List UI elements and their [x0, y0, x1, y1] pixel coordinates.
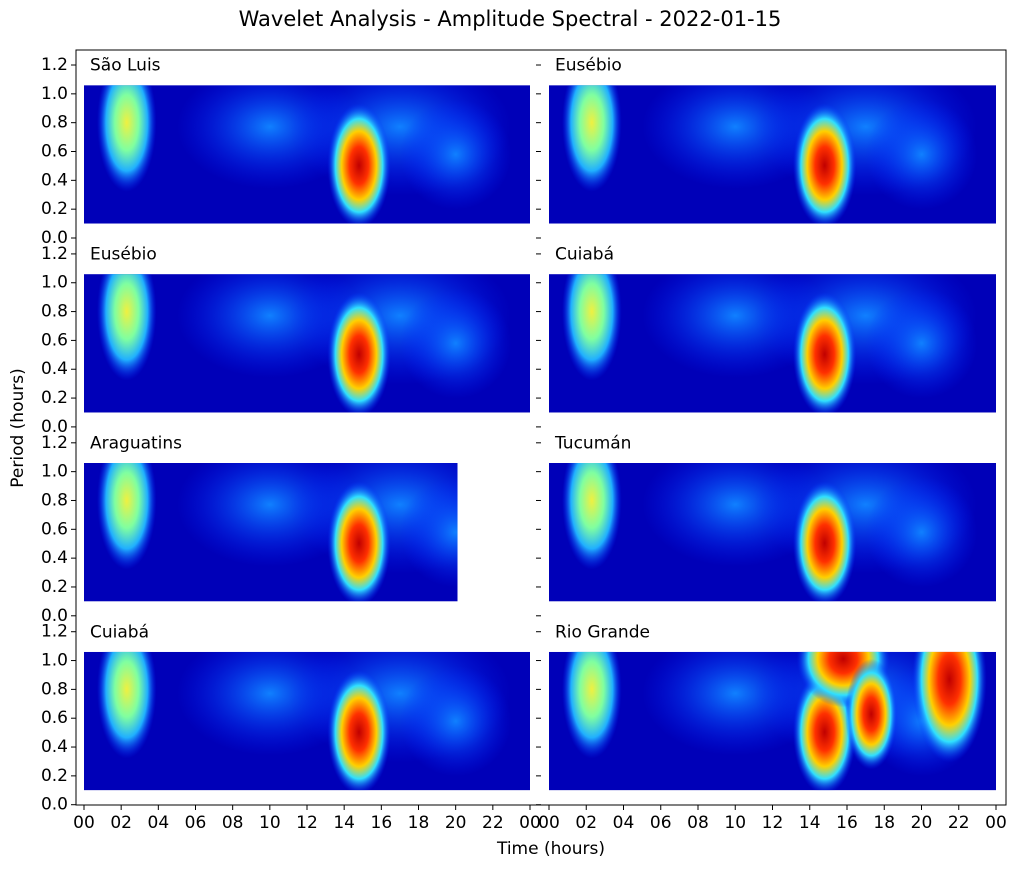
x-tick-label: 12	[296, 813, 318, 833]
x-tick-label: 10	[724, 813, 746, 833]
spectral-blob	[399, 476, 458, 588]
x-tick-label: 04	[148, 813, 170, 833]
panel-title: Rio Grande	[555, 622, 650, 642]
x-tick-label: 18	[408, 813, 430, 833]
y-tick-label: 0.0	[41, 417, 68, 437]
y-tick-label: 0.8	[41, 302, 68, 322]
panel-title: Araguatins	[90, 433, 182, 453]
y-tick-label: 0.8	[41, 113, 68, 133]
x-tick-label: 04	[613, 813, 635, 833]
x-tick-label: 16	[836, 813, 858, 833]
spectral-blob	[865, 476, 978, 588]
spectral-blob	[399, 665, 512, 777]
spectral-blob	[562, 462, 622, 570]
spectral-blob	[912, 651, 987, 763]
x-tick-label: 00	[538, 813, 560, 833]
spectral-blob	[865, 99, 978, 210]
spectral-blob	[399, 99, 512, 210]
spectral-blob	[97, 462, 157, 570]
panel-title: Eusébio	[90, 245, 157, 265]
y-tick-label: 0.2	[41, 199, 68, 219]
spectral-blob	[792, 292, 857, 413]
x-tick-label: 20	[911, 813, 933, 833]
x-tick-label: 00	[73, 813, 95, 833]
heatmap	[84, 85, 530, 224]
y-tick-label: 0.0	[41, 795, 68, 815]
spectral-blob	[865, 287, 978, 399]
y-tick-label: 1.0	[41, 462, 68, 482]
x-tick-label: 02	[575, 813, 597, 833]
heatmap	[549, 462, 996, 602]
y-tick-label: 0.6	[41, 519, 68, 539]
y-tick-label: 0.4	[41, 737, 68, 757]
x-tick-label: 22	[482, 813, 504, 833]
spectral-blob	[562, 85, 622, 192]
x-tick-label: 02	[110, 813, 132, 833]
heatmap	[84, 462, 458, 602]
spectral-blob	[327, 669, 391, 791]
y-tick-label: 0.0	[41, 228, 68, 248]
y-tick-label: 1.2	[41, 244, 68, 264]
heatmap	[549, 651, 996, 791]
spectral-blob	[845, 658, 898, 770]
y-tick-label: 1.0	[41, 651, 68, 671]
panel-title: Tucumán	[554, 433, 631, 453]
spectral-blob	[792, 103, 857, 224]
y-tick-label: 1.0	[41, 273, 68, 293]
x-tick-label: 14	[333, 813, 355, 833]
heatmap	[84, 274, 530, 413]
y-tick-label: 0.4	[41, 548, 68, 568]
y-tick-label: 0.6	[41, 330, 68, 350]
spectral-blob	[97, 274, 157, 381]
spectral-blob	[562, 651, 622, 759]
x-tick-label: 14	[799, 813, 821, 833]
x-tick-label: 12	[762, 813, 784, 833]
spectral-blob	[327, 481, 391, 602]
y-tick-label: 0.8	[41, 490, 68, 510]
panel-title: Cuiabá	[555, 245, 614, 265]
spectral-blob	[97, 85, 157, 192]
panel-title: São Luis	[90, 56, 161, 76]
y-tick-label: 1.2	[41, 55, 68, 75]
y-tick-label: 0.8	[41, 679, 68, 699]
x-tick-label: 06	[185, 813, 207, 833]
x-axis-label: Time (hours)	[496, 839, 605, 859]
heatmap	[549, 274, 996, 413]
spectral-blob	[792, 481, 857, 602]
y-tick-label: 0.6	[41, 142, 68, 162]
heatmap	[549, 85, 996, 224]
spectral-blob	[399, 287, 512, 399]
x-tick-label: 16	[371, 813, 393, 833]
y-tick-label: 0.4	[41, 359, 68, 379]
y-tick-label: 0.6	[41, 708, 68, 728]
heatmap	[84, 651, 530, 791]
x-tick-label: 20	[445, 813, 467, 833]
x-tick-label: 00	[985, 813, 1007, 833]
figure-title: Wavelet Analysis - Amplitude Spectral - …	[239, 7, 782, 31]
x-tick-label: 00	[519, 813, 541, 833]
x-tick-label: 22	[948, 813, 970, 833]
y-axis-label: Period (hours)	[8, 368, 28, 487]
spectral-blob	[288, 462, 458, 574]
y-tick-label: 1.0	[41, 84, 68, 104]
x-tick-label: 08	[222, 813, 244, 833]
spectral-blob	[97, 651, 157, 759]
panel-title: Cuiabá	[90, 622, 149, 642]
y-tick-label: 0.2	[41, 766, 68, 786]
x-tick-label: 08	[687, 813, 709, 833]
x-tick-label: 06	[650, 813, 672, 833]
y-tick-label: 0.0	[41, 606, 68, 626]
y-tick-label: 0.2	[41, 388, 68, 408]
y-tick-label: 1.2	[41, 622, 68, 642]
spectral-blob	[327, 292, 391, 413]
x-tick-label: 10	[259, 813, 281, 833]
y-tick-label: 0.4	[41, 170, 68, 190]
y-tick-label: 1.2	[41, 433, 68, 453]
y-tick-label: 0.2	[41, 577, 68, 597]
spectral-blob	[327, 103, 391, 224]
panel-title: Eusébio	[555, 56, 622, 76]
spectral-blob	[562, 274, 622, 381]
x-tick-label: 18	[873, 813, 895, 833]
